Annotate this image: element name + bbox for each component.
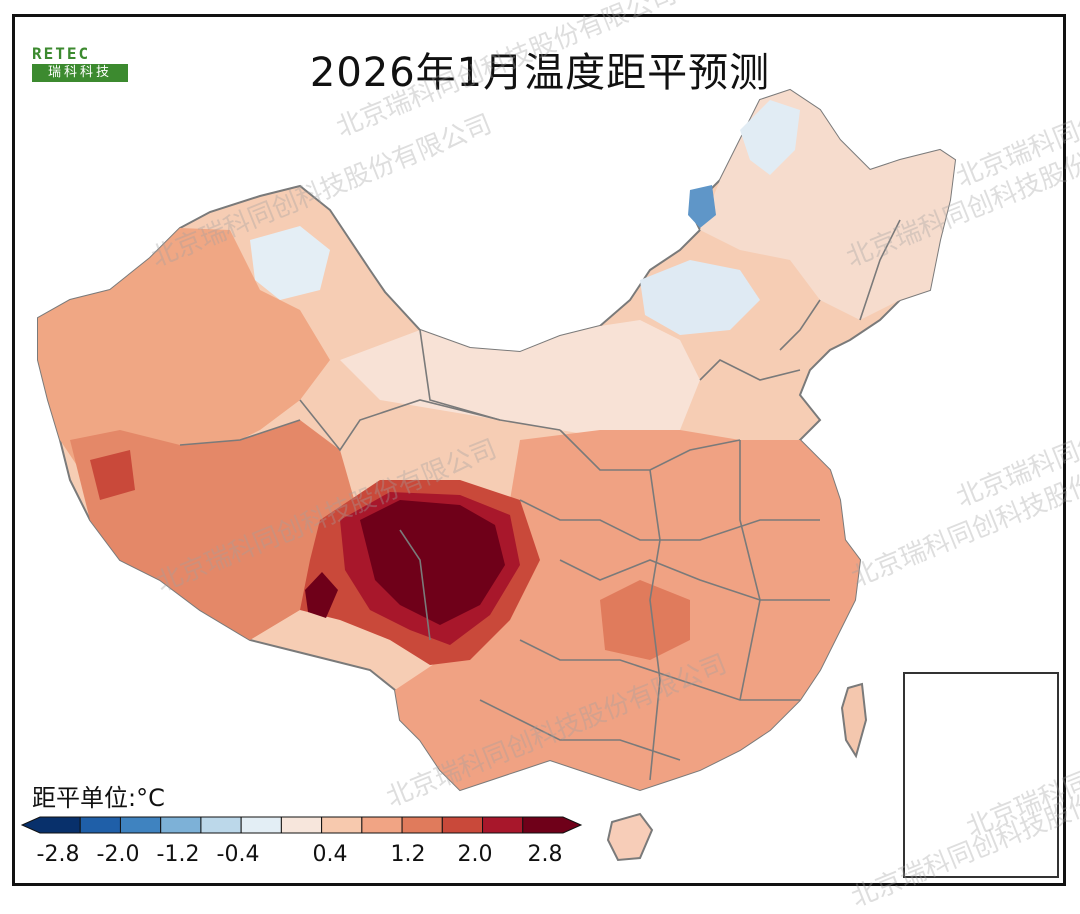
legend-swatch bbox=[200, 816, 242, 834]
anomaly-zone-northwest-cool bbox=[250, 226, 330, 300]
hainan bbox=[606, 812, 654, 862]
anomaly-zone-tibet-hot bbox=[90, 450, 135, 500]
legend-tick-label: 0.4 bbox=[312, 842, 348, 867]
legend-tick-label: 1.2 bbox=[390, 842, 426, 867]
legend-swatch bbox=[361, 816, 403, 834]
legend-tick-label: 2.0 bbox=[457, 842, 493, 867]
anomaly-zone-tibet bbox=[70, 420, 360, 640]
legend-swatch bbox=[119, 816, 162, 834]
anomaly-zone-north-cool bbox=[640, 260, 760, 335]
color-legend bbox=[20, 816, 583, 834]
anomaly-zone-north-center bbox=[340, 320, 700, 440]
legend-swatch bbox=[240, 816, 282, 834]
legend-tick-label: -0.4 bbox=[216, 842, 260, 867]
anomaly-zone-sichuan-core bbox=[360, 500, 505, 625]
legend-tick-label: 2.8 bbox=[527, 842, 563, 867]
legend-swatch bbox=[401, 816, 443, 834]
logo-tagline: 瑞科科技 bbox=[32, 64, 128, 82]
legend-swatch bbox=[280, 816, 323, 834]
legend-tick-label: -2.8 bbox=[36, 842, 80, 867]
legend-swatch bbox=[20, 816, 81, 834]
anomaly-zone-cold-spot bbox=[688, 185, 716, 228]
company-logo: RETEC 瑞科科技 bbox=[32, 44, 128, 82]
logo-word: RETEC bbox=[32, 44, 91, 63]
legend-swatch bbox=[522, 816, 583, 834]
inset-frame bbox=[903, 672, 1059, 878]
legend-tick-label: -1.2 bbox=[156, 842, 200, 867]
anomaly-zone-tibet-spot bbox=[305, 572, 338, 618]
legend-swatch bbox=[79, 816, 121, 834]
anomaly-zone-central-hot bbox=[600, 580, 690, 660]
taiwan bbox=[840, 682, 868, 759]
anomaly-zone-northeast-cool bbox=[740, 100, 800, 175]
legend-swatch bbox=[441, 816, 484, 834]
legend-swatch bbox=[160, 816, 202, 834]
legend-unit-label: 距平单位:°C bbox=[32, 784, 165, 812]
legend-swatch bbox=[321, 816, 363, 834]
legend-tick-label: -2.0 bbox=[96, 842, 140, 867]
map-title: 2026年1月温度距平预测 bbox=[309, 50, 771, 96]
legend-swatch bbox=[482, 816, 524, 834]
province-borders bbox=[179, 219, 901, 781]
legend-ticks: -2.8 -2.0 -1.2 -0.4 0.4 1.2 2.0 2.8 bbox=[0, 842, 1080, 872]
